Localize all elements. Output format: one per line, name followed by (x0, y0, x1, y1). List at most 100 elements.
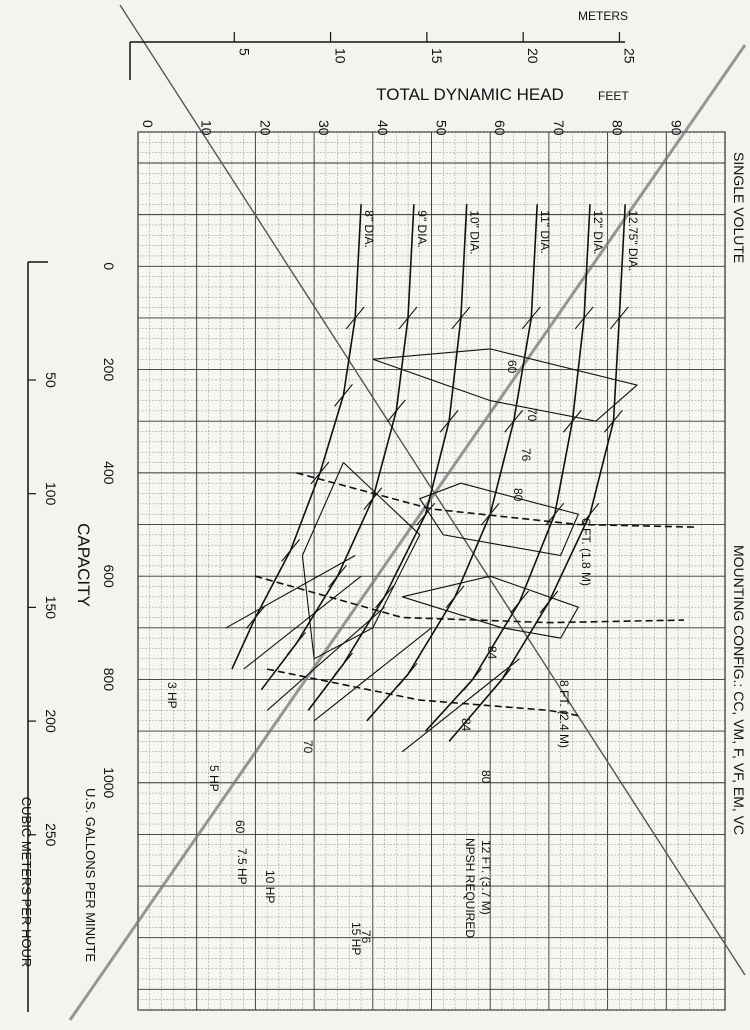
mounting-config-label: MOUNTING CONFIG.: CC, VM, F, VF, EM, VC (731, 545, 747, 835)
horsepower-line (266, 606, 385, 711)
efficiency-tick (539, 590, 559, 614)
efficiency-loop (372, 348, 639, 422)
m3h-tick-label: 250 (43, 823, 59, 847)
efficiency-label: 84 (485, 646, 499, 660)
efficiency-tick (334, 384, 353, 407)
feet-tick-label: 60 (492, 120, 508, 136)
meters-tick-label: 15 (429, 48, 445, 64)
m3h-tick-label: 200 (43, 709, 59, 733)
efficiency-tick (386, 399, 406, 423)
efficiency-tick (574, 306, 594, 330)
efficiency-tick (521, 306, 541, 330)
m3h-unit-label: CUBIC METERS PER HOUR (19, 797, 34, 967)
horsepower-line (313, 627, 432, 722)
efficiency-loop (418, 482, 580, 557)
feet-tick-label: 10 (199, 120, 215, 136)
feet-unit-label: FEET (598, 89, 629, 103)
efficiency-tick (439, 409, 459, 433)
efficiency-tick (363, 487, 383, 511)
efficiency-tick (510, 590, 529, 614)
horsepower-line (243, 575, 362, 670)
efficiency-tick (463, 668, 483, 691)
gpm-unit-label: U.S. GALLONS PER MINUTE (83, 788, 98, 962)
gpm-tick-label: 1000 (101, 767, 117, 798)
feet-tick-label: 70 (551, 120, 567, 136)
gpm-tick-label: 400 (101, 461, 117, 485)
efficiency-label: 70 (525, 408, 539, 422)
chart-curves (225, 204, 696, 753)
feet-tick-label: 30 (316, 120, 332, 136)
gpm-tick-label: 800 (101, 668, 117, 692)
feet-tick-label: 50 (434, 120, 450, 136)
npsh-label: 12 FT. (3.7 M) (479, 840, 493, 915)
efficiency-tick (580, 502, 600, 526)
meters-tick-label: 20 (525, 48, 541, 64)
m3h-tick-label: 150 (43, 596, 59, 620)
meters-tick-label: 5 (236, 48, 252, 56)
efficiency-tick (328, 564, 348, 588)
efficiency-label: 60 (233, 820, 247, 834)
chart-labels: 8" DIA. 9" DIA. 10" DIA. 11" DIA. 12" DIA. 12… (19, 9, 747, 1012)
efficiency-tick (480, 502, 500, 526)
diagonal-line (68, 44, 747, 1021)
npsh-curve (255, 575, 684, 624)
gpm-tick-label: 600 (101, 564, 117, 588)
npsh-label: NPSH REQUIRED (463, 838, 477, 938)
meters-tick-label: 25 (621, 48, 637, 64)
efficiency-tick (609, 306, 629, 330)
efficiency-tick (445, 585, 465, 609)
capacity-axis-title: CAPACITY (74, 523, 93, 607)
efficiency-tick (562, 409, 582, 433)
horsepower-line (401, 658, 520, 753)
impeller-label: 11" DIA. (538, 210, 552, 253)
efficiency-tick (398, 306, 418, 330)
single-volute-label: SINGLE VOLUTE (731, 152, 747, 263)
efficiency-label: 70 (301, 740, 315, 754)
impeller-label: 12" DIA. (591, 210, 605, 254)
efficiency-tick (416, 502, 436, 526)
efficiency-label: 76 (359, 930, 373, 944)
feet-tick-label: 40 (375, 120, 391, 136)
feet-tick-label: 0 (140, 120, 156, 128)
npsh-curve (266, 668, 579, 717)
efficiency-tick (245, 606, 265, 629)
gpm-tick-label: 0 (101, 262, 117, 270)
efficiency-tick (287, 631, 306, 655)
efficiency-label: 60 (505, 360, 519, 374)
efficiency-label: 84 (459, 718, 473, 732)
efficiency-tick (451, 306, 471, 330)
gpm-tick-label: 200 (101, 358, 117, 382)
m3h-tick-label: 50 (43, 372, 59, 388)
efficiency-label: 80 (479, 770, 493, 784)
efficiency-tick (604, 409, 623, 433)
efficiency-tick (375, 585, 394, 609)
impeller-label: 12.75" DIA. (626, 210, 640, 271)
impeller-label: 8" DIA. (362, 210, 376, 248)
horsepower-label: 5 HP (207, 765, 221, 792)
horsepower-label: 10 HP (263, 870, 277, 903)
horsepower-label: 15 HP (349, 922, 363, 955)
efficiency-label: 80 (511, 488, 525, 502)
head-axis-title: TOTAL DYNAMIC HEAD (376, 85, 564, 104)
efficiency-label: 76 (519, 448, 533, 462)
feet-tick-label: 90 (668, 120, 684, 136)
m3h-tick-label: 100 (43, 482, 59, 506)
feet-tick-label: 20 (257, 120, 273, 136)
impeller-label: 9" DIA. (415, 210, 429, 248)
feet-tick-label: 80 (610, 120, 626, 136)
efficiency-tick (334, 652, 353, 676)
impeller-label: 10" DIA. (468, 210, 482, 254)
efficiency-tick (504, 409, 524, 433)
horsepower-label: 7.5 HP (235, 848, 249, 885)
efficiency-tick (492, 668, 512, 691)
efficiency-tick (345, 306, 365, 330)
npsh-curve (296, 472, 696, 528)
efficiency-tick (281, 538, 301, 562)
chart-grid (68, 4, 747, 1021)
efficiency-tick (398, 662, 418, 686)
efficiency-tick (310, 461, 330, 485)
meters-tick-label: 10 (333, 48, 349, 64)
horsepower-line (225, 555, 356, 629)
